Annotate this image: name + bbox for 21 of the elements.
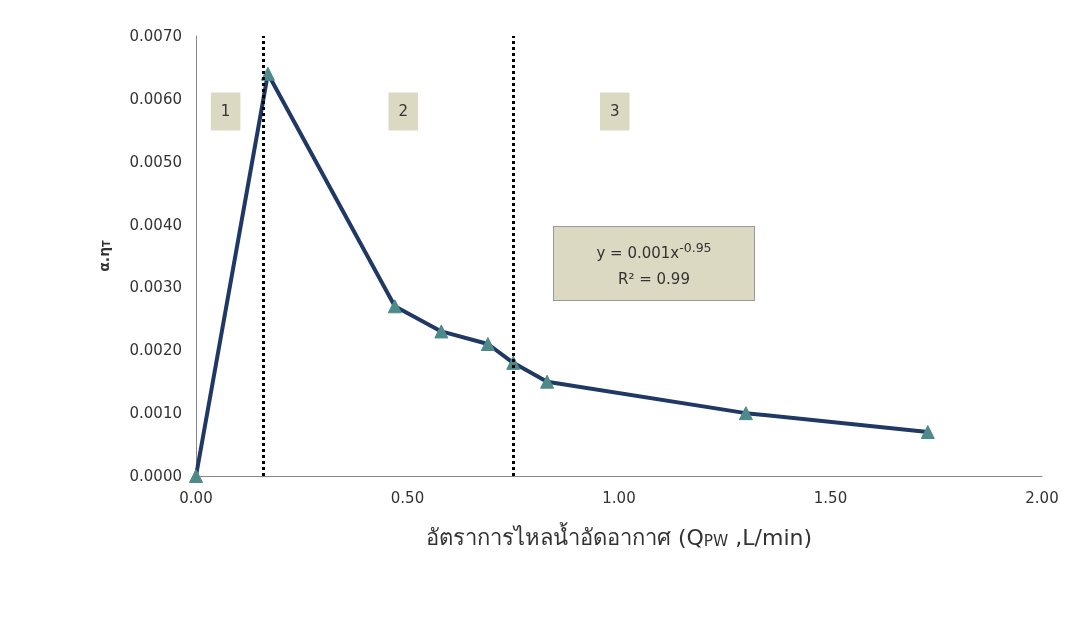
annotation: 2: [398, 102, 409, 121]
x-tick-label: 1.00: [602, 488, 636, 507]
y-axis-title: α.ηT: [96, 239, 112, 272]
x-tick-label: 2.00: [1025, 488, 1059, 507]
y-tick-label: 0.0070: [129, 27, 182, 45]
x-tick-label: 0.50: [390, 488, 425, 507]
y-tick-label: 0.0030: [129, 278, 182, 297]
annotation: R² = 0.99: [617, 269, 691, 290]
y-tick-label: 0.0050: [129, 152, 182, 171]
y-tick-label: 0.0020: [129, 341, 182, 360]
x-tick-label: 0.00: [179, 488, 213, 507]
annotation: 1: [220, 102, 231, 121]
annotation: y = 0.001x$^{-0.95}$: [595, 239, 713, 264]
y-tick-label: 0.0000: [129, 467, 182, 485]
y-tick-label: 0.0060: [129, 89, 182, 108]
note-box: y = 0.001x$^{-0.95}$ R² = 0.99: [553, 226, 755, 301]
x-tick-label: 1.50: [813, 488, 848, 507]
annotation: 3: [610, 102, 620, 121]
y-tick-label: 0.0040: [129, 215, 182, 234]
x-axis-title: อัตราการไหลน้ำอัดอากาศ (QPW ,L/min): [425, 521, 813, 550]
y-tick-label: 0.0010: [129, 404, 182, 423]
